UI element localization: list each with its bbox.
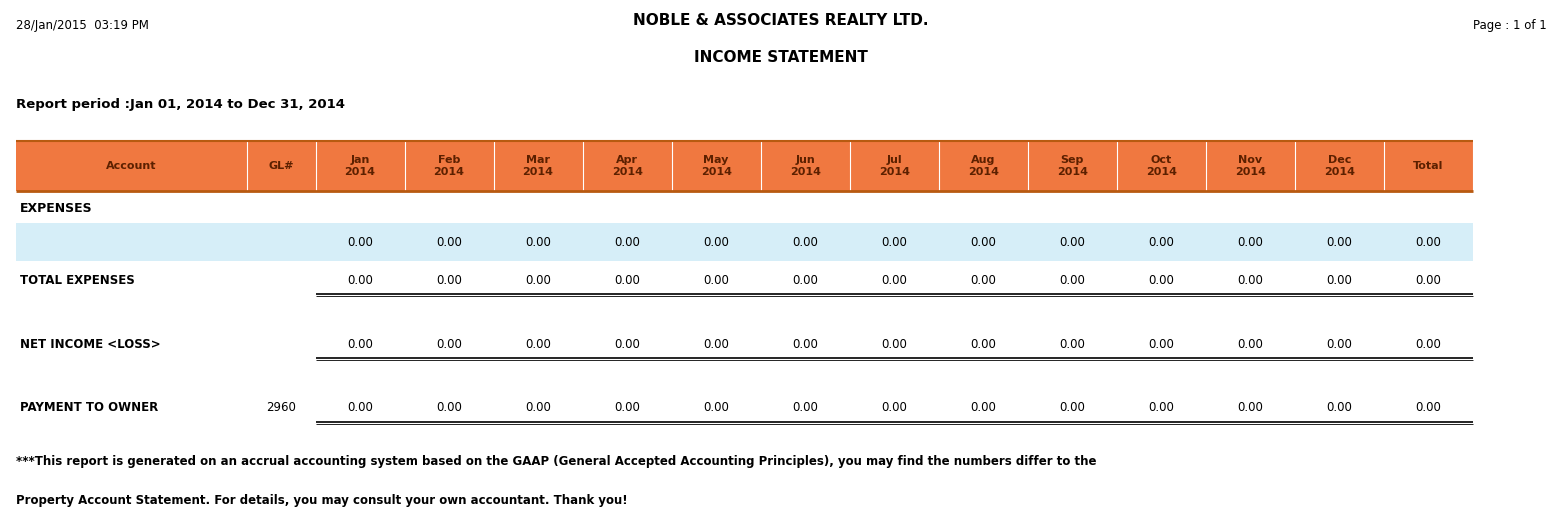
- Text: 0.00: 0.00: [347, 401, 373, 414]
- Text: Mar
2014: Mar 2014: [523, 155, 553, 177]
- Text: EXPENSES: EXPENSES: [20, 202, 92, 215]
- Text: 0.00: 0.00: [1237, 401, 1264, 414]
- Bar: [16, 389, 1473, 427]
- Text: 0.00: 0.00: [525, 338, 551, 350]
- Text: 0.00: 0.00: [1326, 236, 1353, 249]
- Text: 0.00: 0.00: [1326, 338, 1353, 350]
- Bar: [16, 141, 1473, 191]
- Text: 0.00: 0.00: [1237, 338, 1264, 350]
- Text: 0.00: 0.00: [525, 401, 551, 414]
- Text: 0.00: 0.00: [436, 236, 462, 249]
- Text: 0.00: 0.00: [1148, 401, 1175, 414]
- Text: 0.00: 0.00: [792, 401, 818, 414]
- Text: 0.00: 0.00: [1237, 236, 1264, 249]
- Text: 0.00: 0.00: [436, 274, 462, 287]
- Text: 2960: 2960: [266, 401, 297, 414]
- Text: 0.00: 0.00: [1059, 274, 1086, 287]
- Text: 0.00: 0.00: [1148, 236, 1175, 249]
- Text: Oct
2014: Oct 2014: [1147, 155, 1176, 177]
- Text: 0.00: 0.00: [525, 236, 551, 249]
- Text: 0.00: 0.00: [703, 338, 729, 350]
- Text: 0.00: 0.00: [703, 401, 729, 414]
- Text: Sep
2014: Sep 2014: [1057, 155, 1087, 177]
- Text: 0.00: 0.00: [881, 236, 908, 249]
- Text: 0.00: 0.00: [614, 338, 640, 350]
- Text: 0.00: 0.00: [1059, 401, 1086, 414]
- Text: 0.00: 0.00: [1326, 401, 1353, 414]
- Text: 0.00: 0.00: [1237, 274, 1264, 287]
- Text: 0.00: 0.00: [347, 338, 373, 350]
- Text: 0.00: 0.00: [525, 274, 551, 287]
- Text: 0.00: 0.00: [970, 236, 997, 249]
- Text: 0.00: 0.00: [792, 274, 818, 287]
- Text: 0.00: 0.00: [347, 236, 373, 249]
- Text: Jul
2014: Jul 2014: [879, 155, 909, 177]
- Text: 0.00: 0.00: [614, 236, 640, 249]
- Text: NET INCOME <LOSS>: NET INCOME <LOSS>: [20, 338, 161, 350]
- Text: 0.00: 0.00: [1415, 274, 1442, 287]
- Text: 0.00: 0.00: [1059, 236, 1086, 249]
- Text: Report period :Jan 01, 2014 to Dec 31, 2014: Report period :Jan 01, 2014 to Dec 31, 2…: [16, 98, 345, 111]
- Text: 0.00: 0.00: [792, 236, 818, 249]
- Text: Account: Account: [106, 161, 156, 171]
- Bar: [16, 261, 1473, 299]
- Text: Total: Total: [1414, 161, 1443, 171]
- Text: 0.00: 0.00: [703, 274, 729, 287]
- Text: 0.00: 0.00: [347, 274, 373, 287]
- Text: 0.00: 0.00: [1326, 274, 1353, 287]
- Text: Nov
2014: Nov 2014: [1236, 155, 1265, 177]
- Text: 0.00: 0.00: [1415, 338, 1442, 350]
- Text: TOTAL EXPENSES: TOTAL EXPENSES: [20, 274, 134, 287]
- Text: GL#: GL#: [269, 161, 294, 171]
- Text: 0.00: 0.00: [436, 338, 462, 350]
- Text: 0.00: 0.00: [1415, 401, 1442, 414]
- Text: 0.00: 0.00: [970, 401, 997, 414]
- Text: May
2014: May 2014: [701, 155, 731, 177]
- Text: 28/Jan/2015  03:19 PM: 28/Jan/2015 03:19 PM: [16, 19, 148, 31]
- Text: 0.00: 0.00: [614, 401, 640, 414]
- Text: PAYMENT TO OWNER: PAYMENT TO OWNER: [20, 401, 159, 414]
- Text: Jan
2014: Jan 2014: [345, 155, 375, 177]
- Text: 0.00: 0.00: [1415, 236, 1442, 249]
- Text: NOBLE & ASSOCIATES REALTY LTD.: NOBLE & ASSOCIATES REALTY LTD.: [633, 13, 929, 28]
- Text: 0.00: 0.00: [970, 338, 997, 350]
- Text: Jun
2014: Jun 2014: [790, 155, 820, 177]
- Text: Page : 1 of 1: Page : 1 of 1: [1473, 19, 1546, 31]
- Text: 0.00: 0.00: [436, 401, 462, 414]
- Text: 0.00: 0.00: [881, 274, 908, 287]
- Text: 0.00: 0.00: [703, 236, 729, 249]
- Text: 0.00: 0.00: [614, 274, 640, 287]
- Text: 0.00: 0.00: [792, 338, 818, 350]
- Text: Aug
2014: Aug 2014: [968, 155, 998, 177]
- Text: INCOME STATEMENT: INCOME STATEMENT: [694, 50, 868, 65]
- Text: 0.00: 0.00: [1148, 274, 1175, 287]
- Text: 0.00: 0.00: [1059, 338, 1086, 350]
- Text: 0.00: 0.00: [970, 274, 997, 287]
- Bar: [16, 325, 1473, 363]
- Text: Feb
2014: Feb 2014: [434, 155, 464, 177]
- Text: 0.00: 0.00: [881, 338, 908, 350]
- Text: Dec
2014: Dec 2014: [1325, 155, 1354, 177]
- Bar: [16, 223, 1473, 261]
- Text: 0.00: 0.00: [1148, 338, 1175, 350]
- Text: ***This report is generated on an accrual accounting system based on the GAAP (G: ***This report is generated on an accrua…: [16, 455, 1097, 467]
- Text: Property Account Statement. For details, you may consult your own accountant. Th: Property Account Statement. For details,…: [16, 494, 628, 507]
- Text: 0.00: 0.00: [881, 401, 908, 414]
- Text: Apr
2014: Apr 2014: [612, 155, 642, 177]
